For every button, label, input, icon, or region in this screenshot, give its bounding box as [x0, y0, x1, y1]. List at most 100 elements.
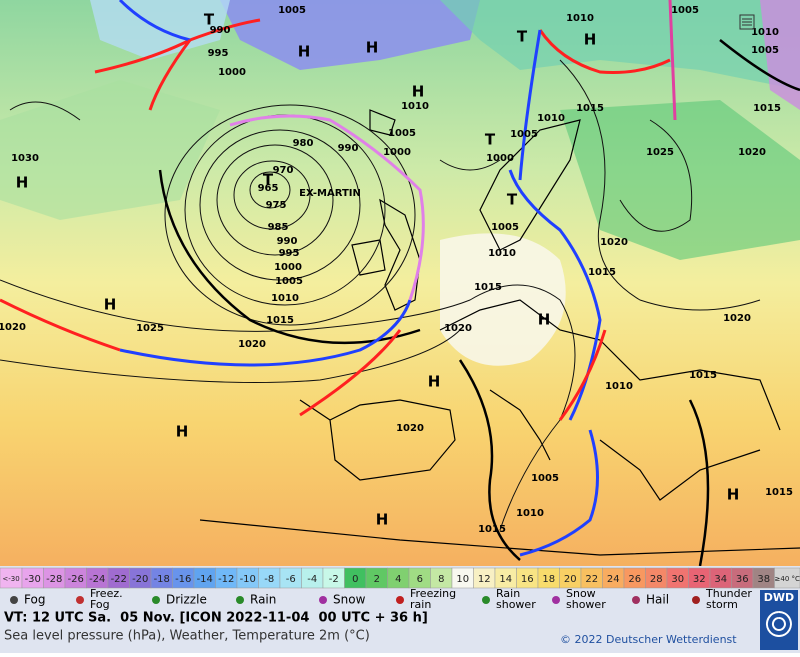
- map-label: 1010: [537, 113, 565, 124]
- legend-label: Snow: [333, 593, 366, 607]
- scale-label: -30: [25, 574, 41, 585]
- pressure-center: H: [176, 423, 189, 441]
- scale-label: -26: [68, 574, 84, 585]
- scale-label: 12: [478, 574, 491, 585]
- scale-label: -12: [218, 574, 234, 585]
- scale-label: 22: [585, 574, 598, 585]
- map-label: 985: [268, 222, 289, 233]
- map-label: 995: [208, 48, 229, 59]
- map-label: 1010: [488, 248, 516, 259]
- scale-label: -22: [111, 574, 127, 585]
- scale-label: -28: [46, 574, 62, 585]
- scale-label: ≥40 °C: [775, 575, 800, 583]
- pressure-center: H: [428, 373, 441, 391]
- description: Sea level pressure (hPa), Weather, Tempe…: [4, 629, 370, 644]
- pressure-center: T: [204, 11, 215, 29]
- map-label: 1010: [566, 13, 594, 24]
- map-label: 1020: [723, 313, 751, 324]
- map-label: 990: [338, 143, 359, 154]
- scale-label: 18: [542, 574, 555, 585]
- scale-label: -24: [89, 574, 105, 585]
- map-label: 975: [266, 200, 287, 211]
- map-label: 1025: [646, 147, 674, 158]
- scale-label: 24: [607, 574, 620, 585]
- map-label: 1015: [765, 487, 793, 498]
- pressure-center: H: [584, 31, 597, 49]
- pressure-center: H: [538, 311, 551, 329]
- map-label: 1005: [388, 128, 416, 139]
- map-label: 1020: [0, 322, 26, 333]
- legend-label: Drizzle: [166, 593, 207, 607]
- scale-label: 30: [671, 574, 684, 585]
- map-label: 1020: [396, 423, 424, 434]
- map-label: 1015: [474, 282, 502, 293]
- scale-label: 14: [499, 574, 512, 585]
- scale-label: 0: [352, 574, 358, 585]
- scale-label: 32: [693, 574, 706, 585]
- map-label: 1000: [383, 147, 411, 158]
- scale-label: 36: [736, 574, 749, 585]
- legend-label: shower: [566, 598, 606, 611]
- legend-icon: [152, 596, 160, 604]
- map-label: 995: [279, 248, 300, 259]
- pressure-center: H: [412, 83, 425, 101]
- logo-text: DWD: [764, 591, 794, 604]
- legend-icon: [482, 596, 490, 604]
- scale-label: -18: [154, 574, 170, 585]
- scale-label: 26: [628, 574, 641, 585]
- scale-label: 4: [395, 574, 401, 585]
- scale-label: 8: [438, 574, 444, 585]
- legend-icon: [76, 596, 84, 604]
- map-label: 1010: [605, 381, 633, 392]
- scale-label: 2: [374, 574, 380, 585]
- map-label: 1005: [275, 276, 303, 287]
- map-label: 1005: [491, 222, 519, 233]
- legend-icon: [692, 596, 700, 604]
- map-label: 1020: [600, 237, 628, 248]
- pressure-center: H: [376, 511, 389, 529]
- map-label: 1005: [531, 473, 559, 484]
- legend-icon: [552, 596, 560, 604]
- legend-icon: [632, 596, 640, 604]
- map-label: 965: [258, 183, 279, 194]
- map-label: 1005: [751, 45, 779, 56]
- map-label: 1015: [753, 103, 781, 114]
- legend-icon: [319, 596, 327, 604]
- valid-time: VT: 12 UTC Sa. 05 Nov. [ICON 2022-11-04 …: [4, 611, 428, 626]
- map-label: 1005: [510, 129, 538, 140]
- pressure-center: T: [517, 28, 528, 46]
- pressure-center: H: [366, 39, 379, 57]
- scale-label: -14: [197, 574, 213, 585]
- map-label: 1010: [271, 293, 299, 304]
- map-label: 1010: [516, 508, 544, 519]
- legend-label: Fog: [90, 598, 110, 611]
- map-label: 990: [277, 236, 298, 247]
- map-label: 1005: [278, 5, 306, 16]
- map-label: 1005: [671, 5, 699, 16]
- map-label: 1025: [136, 323, 164, 334]
- scale-label: -16: [175, 574, 191, 585]
- pressure-center: H: [727, 486, 740, 504]
- map-label: 1020: [444, 323, 472, 334]
- scale-label: -8: [264, 574, 274, 585]
- pressure-center: H: [104, 296, 117, 314]
- legend-label: Rain: [250, 593, 276, 607]
- map-label: 1015: [689, 370, 717, 381]
- copyright: © 2022 Deutscher Wetterdienst: [560, 633, 737, 646]
- map-label: 1015: [576, 103, 604, 114]
- legend-label: Fog: [24, 593, 45, 607]
- map-label: 1010: [401, 101, 429, 112]
- scale-label: 38: [757, 574, 770, 585]
- scale-label: 6: [417, 574, 423, 585]
- pressure-center: T: [507, 191, 518, 209]
- scale-label: 20: [564, 574, 577, 585]
- scale-label: 34: [714, 574, 727, 585]
- map-label: 1000: [486, 153, 514, 164]
- legend-label: Hail: [646, 593, 669, 607]
- temperature-scale: <-30-30-28-26-24-22-20-18-16-14-12-10-8-…: [0, 568, 800, 588]
- legend-icon: [10, 596, 18, 604]
- map-label: 1015: [588, 267, 616, 278]
- map-label: 980: [293, 138, 314, 149]
